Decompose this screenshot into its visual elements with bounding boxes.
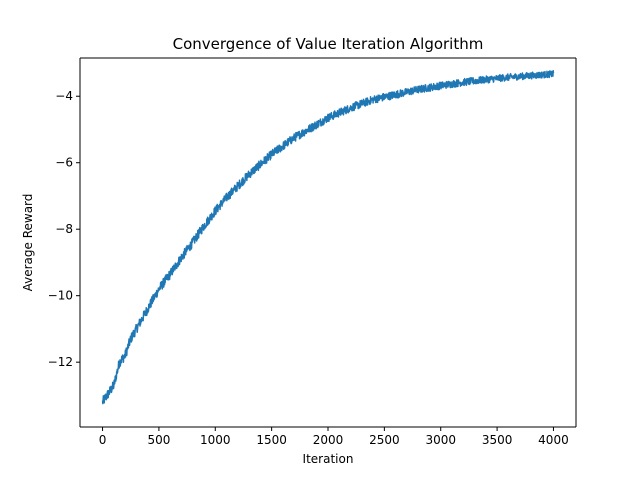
y-tick-label: −4 [55, 89, 73, 103]
x-tick-label: 3500 [482, 433, 513, 447]
y-tick-label: −6 [55, 156, 73, 170]
series-layer [101, 70, 555, 405]
axes-layer: 0 500 1000 1500 2000 2500 3000 3500 4000 −12 −10 −8… [48, 57, 577, 447]
x-tick-label: 1000 [200, 433, 231, 447]
x-tick-label: 4000 [538, 433, 569, 447]
x-axis-label: Iteration [303, 452, 354, 466]
x-tick-label: 3000 [425, 433, 456, 447]
y-tick-label: −10 [48, 289, 73, 303]
x-tick-label: 1500 [256, 433, 287, 447]
y-tick-label: −12 [48, 355, 73, 369]
x-tick-label: 2500 [369, 433, 400, 447]
series-line-0 [101, 70, 555, 405]
x-tick-label: 2000 [313, 433, 344, 447]
y-tick-label: −8 [55, 222, 73, 236]
x-tick-label: 500 [147, 433, 170, 447]
x-tick-label: 0 [99, 433, 107, 447]
y-axis-label: Average Reward [21, 194, 35, 292]
chart-title: Convergence of Value Iteration Algorithm [173, 35, 484, 53]
plot-area [80, 58, 576, 427]
